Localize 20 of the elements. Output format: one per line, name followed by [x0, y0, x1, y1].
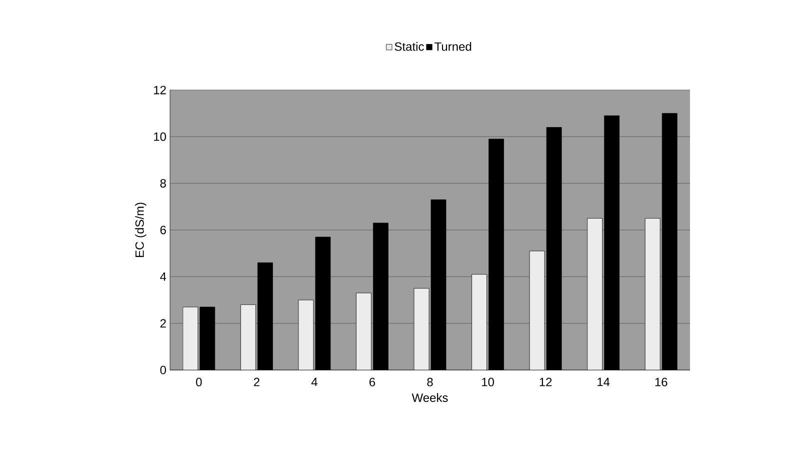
x-axis-title: Weeks: [412, 393, 448, 402]
x-tick-label: 16: [655, 378, 668, 386]
legend-label: Static: [394, 42, 424, 51]
x-tick-label: 2: [254, 378, 260, 386]
y-tick-label: 12: [154, 86, 166, 94]
y-tick-label: 8: [160, 179, 166, 188]
x-tick-label: 6: [370, 378, 376, 386]
x-tick-label: 12: [540, 378, 552, 386]
x-tick-label: 0: [196, 378, 202, 386]
y-tick-label: 6: [160, 226, 166, 234]
y-tick-label: 4: [160, 272, 166, 281]
x-tick-label: 10: [482, 378, 494, 386]
y-tick-label: 10: [154, 132, 166, 141]
y-axis-title: EC (dS/m): [135, 202, 146, 258]
legend-label: Turned: [434, 42, 472, 51]
y-tick-label: 0: [160, 366, 166, 374]
x-tick-label: 8: [427, 378, 433, 386]
x-tick-label: 4: [311, 378, 318, 386]
x-tick-label: 14: [598, 378, 610, 386]
y-tick-label: 2: [160, 319, 166, 328]
